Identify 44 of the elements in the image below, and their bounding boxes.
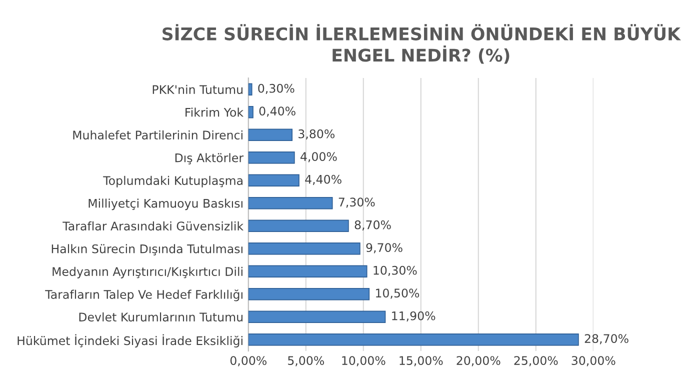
data-label: 8,70% <box>354 220 391 231</box>
x-tick-label: 5,00% <box>288 356 324 366</box>
y-tick-label: Taraflar Arasındaki Güvensizlik <box>62 221 244 231</box>
y-tick-label: Muhalefet Partilerinin Direnci <box>73 130 242 140</box>
bar <box>248 265 368 278</box>
y-tick-label: Halkın Sürecin Dışında Tutulması <box>52 244 242 256</box>
data-label: 11,90% <box>392 311 436 322</box>
data-label: 4,00% <box>300 152 337 162</box>
data-label: 28,70% <box>584 334 628 344</box>
bar <box>248 197 333 210</box>
y-tick-label: Medyanın Ayrıştırıcı/Kışkırtıcı Dili <box>52 266 242 278</box>
x-tick-label: 30,00% <box>572 356 616 366</box>
x-tick-label: 20,00% <box>456 356 500 366</box>
bar <box>248 152 295 164</box>
x-tick-label: 0,00% <box>230 356 266 366</box>
data-label: 10,30% <box>374 266 417 276</box>
chart-title: SİZCE SÜRECİN İLERLEMESİNİN ÖNÜNDEKİ EN BÜYÜK ENGEL NEDİR? (%) <box>162 24 682 64</box>
y-tick-label: Hükümet İçindeki Siyasi İrade Eksikliği <box>18 334 242 348</box>
bar <box>248 128 293 141</box>
data-label: 0,40% <box>259 106 296 117</box>
bar <box>248 220 349 232</box>
data-label: 3,80% <box>298 129 335 140</box>
bar <box>248 310 386 323</box>
y-tick-label: Milliyetçi Kamuoyu Baskısı <box>88 198 242 210</box>
bar <box>248 174 300 186</box>
data-label: 9,70% <box>366 243 402 254</box>
data-label: 0,30% <box>258 84 294 94</box>
bar <box>248 83 252 96</box>
y-tick-label: PKK'nin Tutumu <box>152 84 242 94</box>
data-label: 4,40% <box>305 174 342 186</box>
x-tick-label: 15,00% <box>400 356 443 366</box>
bar <box>248 288 370 300</box>
bar <box>248 106 254 118</box>
y-tick-label: Toplumdaki Kutuplaşma <box>103 176 242 188</box>
y-tick-label: Dış Aktörler <box>175 153 244 164</box>
bar <box>248 242 360 255</box>
x-tick-label: 10,00% <box>342 356 386 366</box>
x-tick-label: 25,00% <box>514 356 558 366</box>
data-label: 10,50% <box>376 288 420 299</box>
bar <box>248 334 579 346</box>
y-tick-label: Fikrim Yok <box>186 108 244 117</box>
data-label: 7,30% <box>338 198 375 208</box>
y-tick-label: Tarafların Talep Ve Hedef Farklılığı <box>45 289 242 302</box>
y-tick-label: Devlet Kurumlarının Tutumu <box>79 312 242 322</box>
